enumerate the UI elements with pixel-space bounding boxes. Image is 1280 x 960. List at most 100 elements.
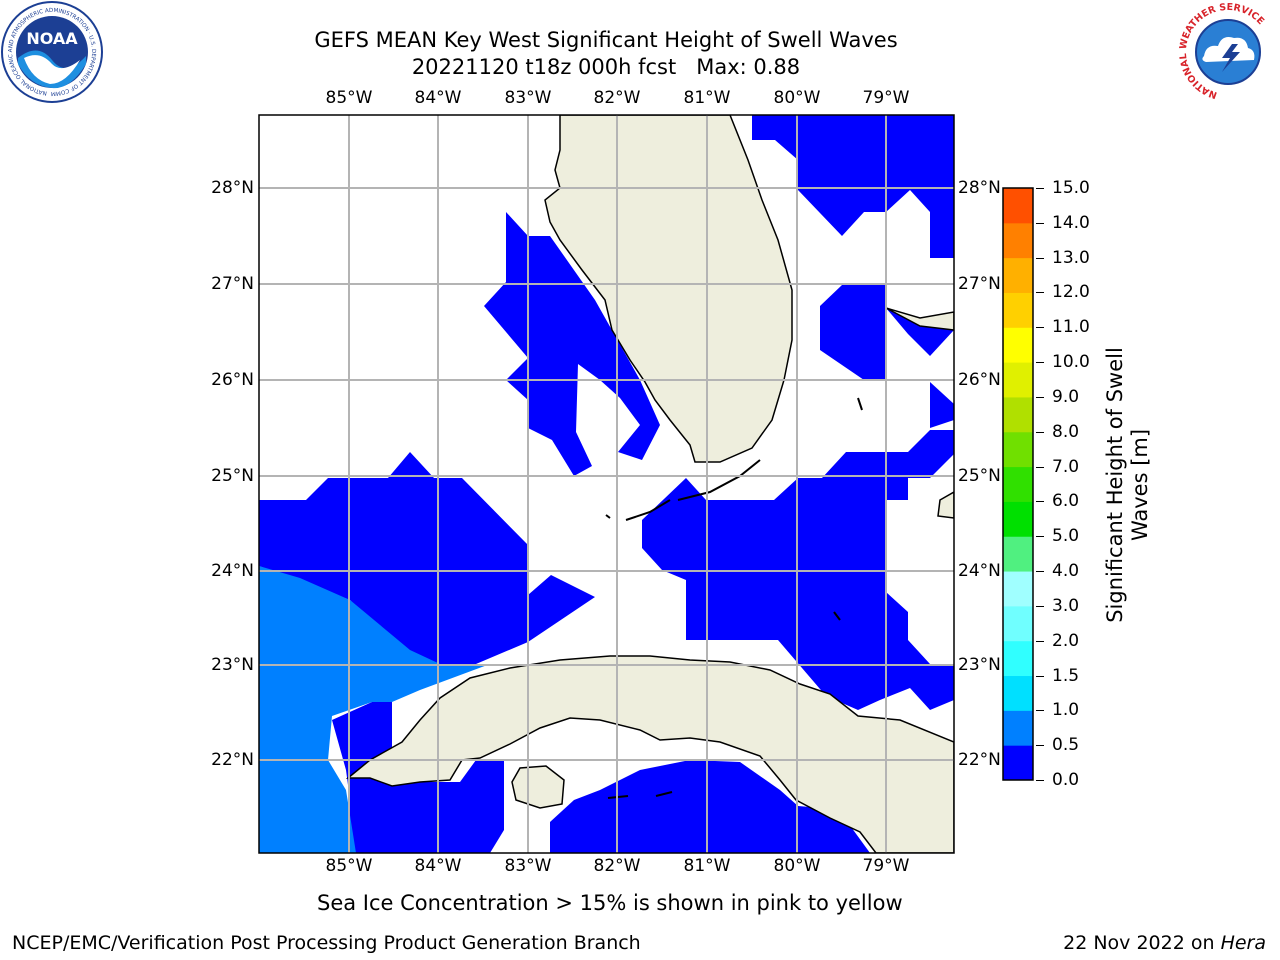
florida-keys	[605, 397, 863, 799]
lat-tick-right: 25°N	[958, 466, 1001, 486]
lat-tick-left: 25°N	[211, 466, 254, 486]
bahamas-land	[885, 307, 954, 331]
colorbar-segment	[1003, 571, 1033, 607]
lat-tick-left: 27°N	[211, 274, 254, 294]
lat-tick-left: 26°N	[211, 370, 254, 390]
colorbar-segment	[1003, 501, 1033, 537]
lat-tick-right: 26°N	[958, 370, 1001, 390]
grand-bahama-land	[937, 491, 954, 519]
colorbar-tick-mark	[1036, 466, 1044, 468]
footer-branch: NCEP/EMC/Verification Post Processing Pr…	[12, 932, 641, 954]
colorbar-tick-mark	[1036, 396, 1044, 398]
lon-tick-bottom: 79°W	[862, 856, 910, 876]
colorbar-segment	[1003, 536, 1033, 572]
colorbar-tick-label: 5.0	[1052, 526, 1080, 547]
colorbar-tick-mark	[1036, 188, 1044, 189]
colorbar-tick-label: 2.0	[1052, 630, 1080, 651]
footer-date: 22 Nov 2022 on Hera	[1063, 932, 1266, 954]
swell-mid-fill	[259, 566, 490, 853]
colorbar-tick-mark	[1036, 501, 1044, 503]
colorbar-tick-label: 12.0	[1052, 282, 1090, 303]
colorbar-tick-label: 8.0	[1052, 421, 1080, 442]
footer-date-text: 22 Nov 2022 on	[1063, 932, 1221, 954]
chart-title-line2: 20221120 t18z 000h fcst Max: 0.88	[411, 55, 801, 79]
colorbar-tick-label: 14.0	[1052, 212, 1090, 233]
colorbar-tick-mark	[1036, 431, 1044, 433]
colorbar-tick-mark	[1036, 710, 1044, 712]
colorbar-tick-label: 9.0	[1052, 386, 1080, 407]
colorbar-tick-label: 15.0	[1052, 178, 1090, 198]
colorbar-tick-label: 11.0	[1052, 317, 1090, 338]
colorbar-label-line2: Waves [m]	[1128, 428, 1152, 542]
lat-tick-left: 24°N	[211, 561, 254, 581]
colorbar-tick-mark	[1036, 571, 1044, 573]
lat-tick-right: 28°N	[958, 178, 1001, 198]
map-gridlines	[259, 115, 954, 853]
map-frame	[258, 114, 955, 854]
colorbar-segment	[1003, 362, 1033, 398]
colorbar-segment	[1003, 605, 1033, 642]
lat-tick-right: 24°N	[958, 561, 1001, 581]
colorbar-segment	[1003, 327, 1033, 363]
lon-tick-top: 79°W	[862, 88, 910, 108]
colorbar-tick-label: 1.0	[1052, 700, 1080, 721]
colorbar-tick-label: 7.0	[1052, 456, 1080, 477]
colorbar-segment	[1003, 431, 1033, 468]
lat-tick-left: 23°N	[211, 655, 254, 675]
colorbar-tick-mark	[1036, 222, 1044, 224]
lat-tick-right: 27°N	[958, 274, 1001, 294]
colorbar-tick-label: 0.5	[1052, 735, 1080, 756]
lon-tick-bottom: 80°W	[773, 856, 821, 876]
colorbar	[1002, 187, 1034, 781]
colorbar-tick-mark	[1036, 640, 1044, 642]
lat-tick-right: 23°N	[958, 655, 1001, 675]
colorbar-segment	[1003, 188, 1033, 224]
colorbar-segment	[1003, 675, 1033, 711]
lon-tick-top: 81°W	[683, 88, 731, 108]
colorbar-segment	[1003, 710, 1033, 746]
lon-tick-bottom: 84°W	[414, 856, 462, 876]
colorbar-tick-mark	[1036, 675, 1044, 677]
lat-tick-left: 22°N	[211, 750, 254, 770]
colorbar-tick-mark	[1036, 327, 1044, 329]
colorbar-tick-label: 3.0	[1052, 595, 1080, 616]
colorbar-segment	[1003, 292, 1033, 328]
footer-machine: Hera	[1220, 932, 1266, 954]
lat-tick-right: 22°N	[958, 750, 1001, 770]
florida-land	[544, 115, 793, 463]
isla-juventud-land	[511, 765, 565, 809]
nws-logo: NATIONAL WEATHER SERVICE	[1178, 2, 1278, 102]
land-masses	[345, 115, 954, 853]
colorbar-tick-mark	[1036, 257, 1044, 259]
lon-tick-top: 83°W	[504, 88, 552, 108]
chart-title-line1: GEFS MEAN Key West Significant Height of…	[314, 28, 898, 52]
colorbar-tick-label: 4.0	[1052, 561, 1080, 582]
colorbar-tick-mark	[1036, 605, 1044, 607]
colorbar-tick-label: 6.0	[1052, 491, 1080, 512]
lat-tick-left: 28°N	[211, 178, 254, 198]
colorbar-tick-label: 13.0	[1052, 247, 1090, 268]
colorbar-tick-mark	[1036, 536, 1044, 538]
colorbar-segment	[1003, 396, 1033, 433]
lon-tick-top: 85°W	[325, 88, 373, 108]
noaa-logo: NATIONAL OCEANIC AND ATMOSPHERIC ADMINIS…	[0, 0, 103, 103]
colorbar-tick-mark	[1036, 362, 1044, 364]
lon-tick-bottom: 81°W	[683, 856, 731, 876]
colorbar-tick-mark	[1036, 780, 1044, 781]
lon-tick-bottom: 82°W	[593, 856, 641, 876]
colorbar-tick-label: 1.5	[1052, 665, 1080, 686]
colorbar-segment	[1003, 257, 1033, 293]
lon-tick-top: 82°W	[593, 88, 641, 108]
colorbar-segment	[1003, 640, 1033, 677]
noaa-logo-text: NOAA	[26, 29, 78, 48]
colorbar-tick-mark	[1036, 292, 1044, 294]
sea-ice-note: Sea Ice Concentration > 15% is shown in …	[317, 891, 903, 915]
colorbar-segment	[1003, 222, 1033, 259]
lon-tick-top: 80°W	[773, 88, 821, 108]
colorbar-segment	[1003, 745, 1033, 781]
colorbar-segment	[1003, 466, 1033, 502]
lon-tick-bottom: 85°W	[325, 856, 373, 876]
colorbar-tick-label: 10.0	[1052, 352, 1090, 373]
colorbar-tick-mark	[1036, 745, 1044, 747]
